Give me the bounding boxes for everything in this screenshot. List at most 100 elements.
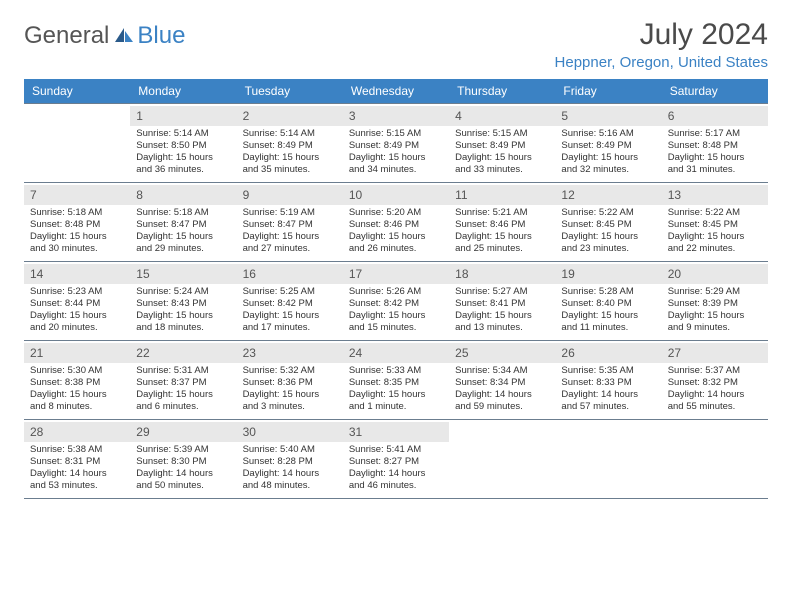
calendar-day bbox=[24, 104, 130, 182]
day-number: 7 bbox=[30, 188, 37, 202]
day-number-row: 9 bbox=[237, 185, 343, 205]
calendar-day: 26Sunrise: 5:35 AMSunset: 8:33 PMDayligh… bbox=[555, 341, 661, 419]
calendar-day: 14Sunrise: 5:23 AMSunset: 8:44 PMDayligh… bbox=[24, 262, 130, 340]
day-content: Sunrise: 5:14 AMSunset: 8:50 PMDaylight:… bbox=[136, 128, 230, 176]
day-content: Sunrise: 5:35 AMSunset: 8:33 PMDaylight:… bbox=[561, 365, 655, 413]
calendar-day: 6Sunrise: 5:17 AMSunset: 8:48 PMDaylight… bbox=[662, 104, 768, 182]
logo: General Blue bbox=[24, 18, 185, 50]
day-number-row: 6 bbox=[662, 106, 768, 126]
day-content: Sunrise: 5:32 AMSunset: 8:36 PMDaylight:… bbox=[243, 365, 337, 413]
day-content: Sunrise: 5:39 AMSunset: 8:30 PMDaylight:… bbox=[136, 444, 230, 492]
day-number-row: 25 bbox=[449, 343, 555, 363]
day-number-row: 8 bbox=[130, 185, 236, 205]
day-number-row: 27 bbox=[662, 343, 768, 363]
calendar-day: 18Sunrise: 5:27 AMSunset: 8:41 PMDayligh… bbox=[449, 262, 555, 340]
day-content: Sunrise: 5:19 AMSunset: 8:47 PMDaylight:… bbox=[243, 207, 337, 255]
month-title: July 2024 bbox=[555, 18, 768, 52]
calendar-week: 28Sunrise: 5:38 AMSunset: 8:31 PMDayligh… bbox=[24, 419, 768, 499]
day-number: 19 bbox=[561, 267, 574, 281]
day-number-row: 29 bbox=[130, 422, 236, 442]
calendar-week: 21 Sunrise: 5:30 AMSunset: 8:38 PMDayligh… bbox=[24, 340, 768, 419]
weekday-label: Saturday bbox=[662, 79, 768, 103]
calendar-day: 7 Sunrise: 5:18 AMSunset: 8:48 PMDaylight… bbox=[24, 183, 130, 261]
day-content: Sunrise: 5:22 AMSunset: 8:45 PMDaylight:… bbox=[561, 207, 655, 255]
day-content: Sunrise: 5:15 AMSunset: 8:49 PMDaylight:… bbox=[349, 128, 443, 176]
day-number: 21 bbox=[30, 346, 43, 360]
logo-text-blue: Blue bbox=[137, 22, 185, 50]
day-content: Sunrise: 5:16 AMSunset: 8:49 PMDaylight:… bbox=[561, 128, 655, 176]
calendar-day: 22Sunrise: 5:31 AMSunset: 8:37 PMDayligh… bbox=[130, 341, 236, 419]
calendar-day: 16 Sunrise: 5:25 AMSunset: 8:42 PMDayligh… bbox=[237, 262, 343, 340]
day-number-row: 23 bbox=[237, 343, 343, 363]
calendar-day: 30 Sunrise: 5:40 AMSunset: 8:28 PMDayligh… bbox=[237, 420, 343, 498]
calendar-day bbox=[449, 420, 555, 498]
calendar-day: 4Sunrise: 5:15 AMSunset: 8:49 PMDaylight… bbox=[449, 104, 555, 182]
day-content: Sunrise: 5:33 AMSunset: 8:35 PMDaylight:… bbox=[349, 365, 443, 413]
day-number: 3 bbox=[349, 109, 356, 123]
calendar-day: 11Sunrise: 5:21 AMSunset: 8:46 PMDayligh… bbox=[449, 183, 555, 261]
title-block: July 2024 Heppner, Oregon, United States bbox=[555, 18, 768, 71]
location: Heppner, Oregon, United States bbox=[555, 54, 768, 71]
day-number: 13 bbox=[668, 188, 681, 202]
weekday-label: Tuesday bbox=[237, 79, 343, 103]
day-number-row: 16 bbox=[237, 264, 343, 284]
day-number: 25 bbox=[455, 346, 468, 360]
day-number: 31 bbox=[349, 425, 362, 439]
weekday-label: Friday bbox=[555, 79, 661, 103]
weekday-header: SundayMondayTuesdayWednesdayThursdayFrid… bbox=[24, 79, 768, 103]
calendar-day: 29 Sunrise: 5:39 AMSunset: 8:30 PMDayligh… bbox=[130, 420, 236, 498]
day-number: 18 bbox=[455, 267, 468, 281]
day-content: Sunrise: 5:22 AMSunset: 8:45 PMDaylight:… bbox=[668, 207, 762, 255]
day-number-row: 7 bbox=[24, 185, 130, 205]
day-number: 12 bbox=[561, 188, 574, 202]
day-number: 24 bbox=[349, 346, 362, 360]
day-number-row: 3 bbox=[343, 106, 449, 126]
calendar-day: 1Sunrise: 5:14 AMSunset: 8:50 PMDaylight… bbox=[130, 104, 236, 182]
calendar-day: 31Sunrise: 5:41 AMSunset: 8:27 PMDayligh… bbox=[343, 420, 449, 498]
day-number-row: 28 bbox=[24, 422, 130, 442]
day-content: Sunrise: 5:21 AMSunset: 8:46 PMDaylight:… bbox=[455, 207, 549, 255]
day-number-row: 19 bbox=[555, 264, 661, 284]
day-number-row: 30 bbox=[237, 422, 343, 442]
calendar-day: 2Sunrise: 5:14 AMSunset: 8:49 PMDaylight… bbox=[237, 104, 343, 182]
day-number-row: 24 bbox=[343, 343, 449, 363]
day-content: Sunrise: 5:34 AMSunset: 8:34 PMDaylight:… bbox=[455, 365, 549, 413]
calendar-week: 1Sunrise: 5:14 AMSunset: 8:50 PMDaylight… bbox=[24, 103, 768, 182]
day-number: 29 bbox=[136, 425, 149, 439]
weekday-label: Wednesday bbox=[343, 79, 449, 103]
calendar-day: 10Sunrise: 5:20 AMSunset: 8:46 PMDayligh… bbox=[343, 183, 449, 261]
day-number-row: 31 bbox=[343, 422, 449, 442]
header: General Blue July 2024 Heppner, Oregon, … bbox=[24, 18, 768, 71]
day-number: 20 bbox=[668, 267, 681, 281]
calendar-day: 8Sunrise: 5:18 AMSunset: 8:47 PMDaylight… bbox=[130, 183, 236, 261]
day-number: 5 bbox=[561, 109, 568, 123]
day-content: Sunrise: 5:28 AMSunset: 8:40 PMDaylight:… bbox=[561, 286, 655, 334]
day-content: Sunrise: 5:25 AMSunset: 8:42 PMDaylight:… bbox=[243, 286, 337, 334]
day-number: 9 bbox=[243, 188, 250, 202]
day-content: Sunrise: 5:40 AMSunset: 8:28 PMDaylight:… bbox=[243, 444, 337, 492]
day-number: 2 bbox=[243, 109, 250, 123]
calendar-week: 14Sunrise: 5:23 AMSunset: 8:44 PMDayligh… bbox=[24, 261, 768, 340]
calendar-day: 20 Sunrise: 5:29 AMSunset: 8:39 PMDayligh… bbox=[662, 262, 768, 340]
day-number-row: 12 bbox=[555, 185, 661, 205]
day-number: 16 bbox=[243, 267, 256, 281]
calendar-day: 5 Sunrise: 5:16 AMSunset: 8:49 PMDaylight… bbox=[555, 104, 661, 182]
day-content: Sunrise: 5:20 AMSunset: 8:46 PMDaylight:… bbox=[349, 207, 443, 255]
day-content: Sunrise: 5:24 AMSunset: 8:43 PMDaylight:… bbox=[136, 286, 230, 334]
calendar-day: 17Sunrise: 5:26 AMSunset: 8:42 PMDayligh… bbox=[343, 262, 449, 340]
calendar-day: 27Sunrise: 5:37 AMSunset: 8:32 PMDayligh… bbox=[662, 341, 768, 419]
calendar-day bbox=[662, 420, 768, 498]
day-number: 30 bbox=[243, 425, 256, 439]
day-content: Sunrise: 5:29 AMSunset: 8:39 PMDaylight:… bbox=[668, 286, 762, 334]
day-number: 14 bbox=[30, 267, 43, 281]
day-number-row: 2 bbox=[237, 106, 343, 126]
day-number: 22 bbox=[136, 346, 149, 360]
day-content: Sunrise: 5:30 AMSunset: 8:38 PMDaylight:… bbox=[30, 365, 124, 413]
day-content: Sunrise: 5:17 AMSunset: 8:48 PMDaylight:… bbox=[668, 128, 762, 176]
weekday-label: Thursday bbox=[449, 79, 555, 103]
day-number-row: 4 bbox=[449, 106, 555, 126]
day-number-row: 26 bbox=[555, 343, 661, 363]
day-content: Sunrise: 5:18 AMSunset: 8:48 PMDaylight:… bbox=[30, 207, 124, 255]
day-number-row: 14 bbox=[24, 264, 130, 284]
calendar: SundayMondayTuesdayWednesdayThursdayFrid… bbox=[24, 79, 768, 499]
